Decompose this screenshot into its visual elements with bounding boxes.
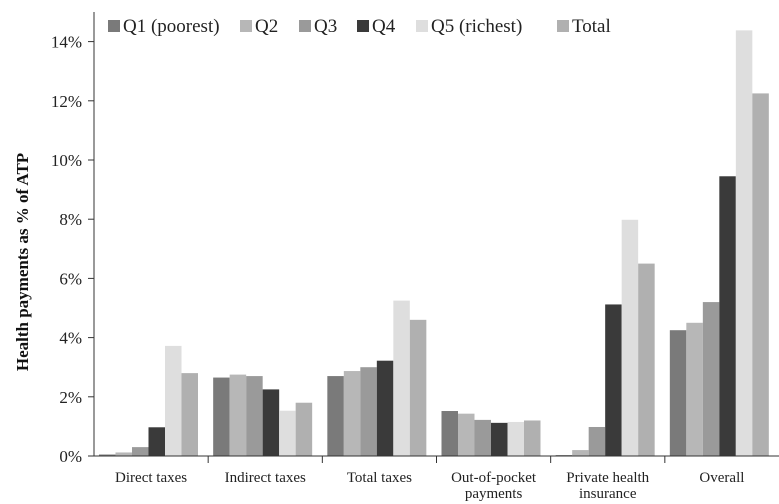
bar <box>279 410 296 456</box>
bar <box>360 367 377 456</box>
bar <box>409 319 427 456</box>
x-tick-label: Overall <box>699 470 744 486</box>
bar <box>343 371 361 456</box>
legend-label: Q5 (richest) <box>431 16 522 37</box>
legend-swatch <box>240 20 252 32</box>
y-tick-label: 0% <box>59 447 82 466</box>
legend-swatch <box>299 20 311 32</box>
legend-swatch <box>557 20 569 32</box>
legend-swatch <box>357 20 369 32</box>
y-tick-label: 14% <box>51 33 82 52</box>
bar <box>246 376 263 456</box>
bar <box>669 330 687 456</box>
x-tick-label: insurance <box>579 486 637 502</box>
y-tick-label: 12% <box>51 92 82 111</box>
legend-swatch <box>416 20 428 32</box>
x-tick-label: Direct taxes <box>115 470 187 486</box>
bar <box>524 420 541 456</box>
legend-label: Q1 (poorest) <box>123 16 220 37</box>
bar <box>376 360 394 456</box>
x-tick-label: Out-of-pocket <box>451 470 537 486</box>
bar <box>229 374 247 456</box>
y-tick-label: 8% <box>59 210 82 229</box>
y-tick-label: 2% <box>59 388 82 407</box>
bar <box>393 300 410 456</box>
legend-swatch <box>108 20 120 32</box>
bar <box>752 93 769 457</box>
bar <box>735 30 753 456</box>
bar <box>165 345 182 456</box>
bar <box>588 426 606 456</box>
legend-label: Q4 <box>372 16 396 37</box>
bar <box>638 263 655 456</box>
x-tick-label: Total taxes <box>347 470 412 486</box>
bar <box>262 389 280 456</box>
bar <box>621 219 639 456</box>
bar <box>181 373 198 456</box>
bar <box>686 322 703 456</box>
legend-label: Q3 <box>314 16 337 37</box>
bar <box>441 411 458 456</box>
legend-label: Total <box>572 16 611 37</box>
bar <box>115 452 132 456</box>
bar <box>702 302 720 456</box>
y-tick-label: 10% <box>51 151 82 170</box>
x-tick-label: payments <box>465 486 523 502</box>
bar <box>474 419 491 456</box>
y-tick-label: 6% <box>59 269 82 288</box>
bar <box>327 376 344 456</box>
legend-label: Q2 <box>255 16 278 37</box>
bar <box>605 304 622 456</box>
bar <box>458 413 475 456</box>
bar <box>507 421 524 456</box>
bar <box>719 176 736 456</box>
bar <box>491 422 508 456</box>
bar <box>572 450 589 456</box>
bar <box>148 427 165 456</box>
y-axis-label: Health payments as % of ATP <box>13 153 32 371</box>
x-tick-label: Private health <box>566 470 649 486</box>
bar <box>99 454 116 456</box>
bar <box>295 402 313 456</box>
y-tick-label: 4% <box>59 329 82 348</box>
bar <box>132 447 149 456</box>
x-tick-label: Indirect taxes <box>225 470 306 486</box>
bar <box>213 377 230 456</box>
